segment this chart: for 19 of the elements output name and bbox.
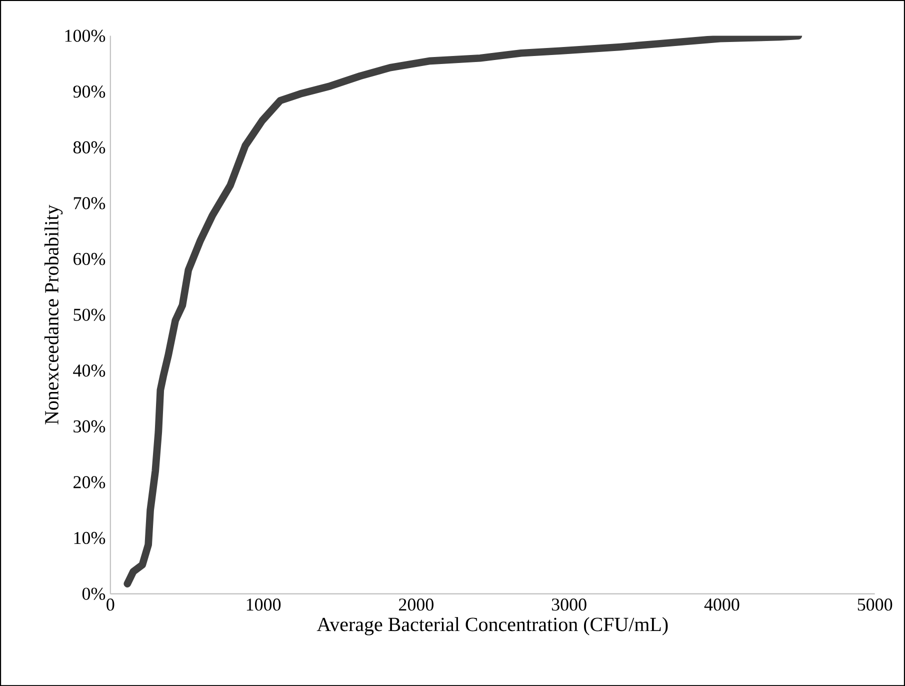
x-tick-label: 3000 <box>552 598 586 611</box>
y-tick-label: 90% <box>73 85 106 98</box>
y-axis-title: Nonexceedance Probability <box>44 204 63 424</box>
y-tick-label: 30% <box>74 420 106 432</box>
x-axis-title: Average Bacterial Concentration (CFU/mL) <box>316 617 668 636</box>
y-tick-label: 50% <box>74 308 106 321</box>
y-tick-label: 40% <box>73 364 106 377</box>
x-tick-label: 1000 <box>246 598 281 611</box>
y-tick-label: 70% <box>74 196 106 210</box>
y-tick-label: 0% <box>82 588 106 600</box>
x-tick-label: 2000 <box>398 598 434 611</box>
y-tick-label: 80% <box>73 141 106 154</box>
x-tick-label: 4000 <box>704 598 740 611</box>
y-tick-label: 10% <box>74 532 106 544</box>
x-tick-label: 5000 <box>858 598 892 611</box>
x-tick-label: 0 <box>106 598 114 611</box>
y-tick-label: 20% <box>74 476 106 488</box>
y-tick-label: 100% <box>65 30 106 42</box>
y-tick-label: 60% <box>74 252 106 265</box>
